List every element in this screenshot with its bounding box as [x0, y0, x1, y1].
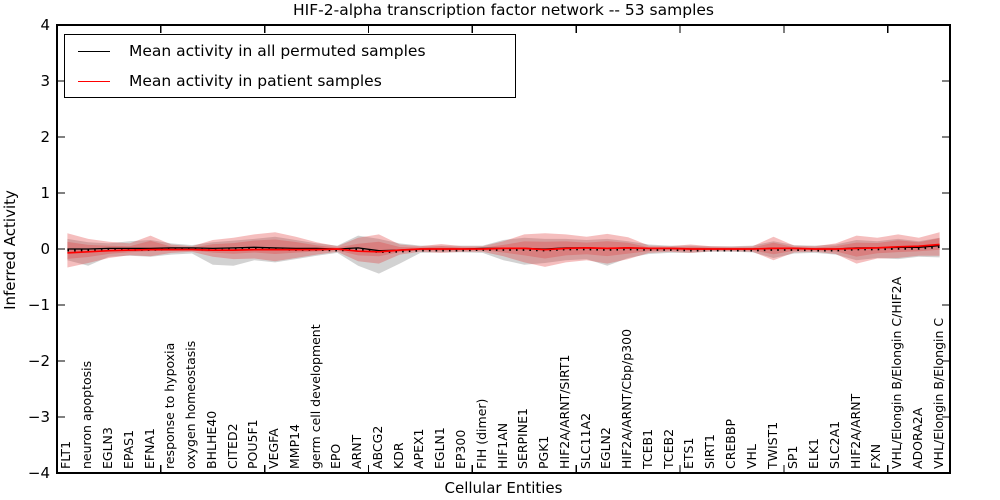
x-category-label: SP1	[785, 445, 801, 469]
x-category-label: EGLN1	[432, 427, 448, 469]
x-category-label: germ cell development	[307, 324, 323, 469]
y-tick-label: 2	[40, 128, 50, 146]
x-category-label: PGK1	[536, 435, 551, 469]
x-category-label: HIF2A/ARNT/SIRT1	[556, 354, 572, 469]
x-category-label: response to hypoxia	[162, 342, 178, 469]
x-category-label: neuron apoptosis	[79, 360, 95, 469]
x-category-label: SLC11A2	[577, 412, 593, 469]
x-category-label: FLT1	[58, 440, 74, 469]
x-category-label: HIF2A/ARNT	[847, 393, 863, 469]
y-tick-label: 3	[40, 72, 50, 90]
y-tick-label: −2	[27, 352, 50, 370]
x-category-label: BHLHE40	[203, 410, 219, 469]
x-category-label: CITED2	[224, 423, 240, 469]
x-category-label: VHL/Elongin B/Elongin C	[930, 317, 946, 469]
x-category-label: EGLN2	[598, 427, 614, 469]
permuted-mean-legend-line	[78, 50, 110, 52]
y-tick-label: −1	[27, 296, 50, 314]
y-tick-label: −3	[27, 408, 50, 426]
x-category-label: EGLN3	[99, 427, 115, 469]
legend: Mean activity in all permuted samples Me…	[64, 34, 516, 98]
x-category-label: MMP14	[286, 423, 302, 469]
y-tick-label: 1	[40, 184, 50, 202]
x-category-label: ABCG2	[369, 425, 385, 469]
permuted-band-shape	[67, 235, 940, 274]
legend-item-permuted: Mean activity in all permuted samples	[65, 36, 515, 66]
x-category-label: SIRT1	[702, 434, 718, 469]
x-category-label: APEX1	[411, 428, 427, 469]
x-category-label: EP300	[453, 429, 468, 469]
x-category-label: FIH (dimer)	[473, 398, 489, 469]
x-category-label: HIF1AN	[494, 422, 510, 469]
legend-label-patient: Mean activity in patient samples	[129, 72, 382, 90]
patient-mean-legend-line	[78, 80, 110, 82]
x-category-label: ELK1	[806, 437, 821, 469]
x-category-label: EPO	[328, 443, 344, 469]
x-category-label: TCEB1	[639, 428, 655, 469]
legend-label-permuted: Mean activity in all permuted samples	[129, 42, 426, 60]
x-category-label: SLC2A1	[826, 420, 842, 469]
chart-title: HIF-2-alpha transcription factor network…	[293, 1, 714, 19]
x-category-label: FXN	[868, 443, 884, 469]
y-tick-label: −4	[27, 464, 50, 482]
y-tick-label: 0	[40, 240, 50, 258]
x-category-label: VEGFA	[266, 428, 282, 469]
x-category-label: EPAS1	[120, 429, 136, 469]
x-category-label: ARNT	[349, 434, 365, 469]
x-category-label: ETS1	[681, 437, 697, 469]
x-category-label: HIF2A/ARNT/Cbp/p300	[619, 328, 635, 469]
patient-mean-line	[67, 243, 940, 254]
x-category-label: EFNA1	[141, 428, 157, 469]
x-category-label: VHL/Elongin B/Elongin C/HIF2A	[889, 276, 905, 469]
y-tick-label: 4	[40, 16, 50, 34]
x-category-label: oxygen homeostasis	[183, 340, 198, 469]
x-category-label: VHL	[743, 444, 759, 469]
x-category-label: CREBBP	[722, 419, 738, 469]
x-category-label: TWIST1	[764, 421, 780, 469]
plot-frame	[56, 24, 951, 474]
x-category-label: POU5F1	[245, 419, 261, 469]
x-axis-label: Cellular Entities	[444, 479, 563, 497]
x-category-label: ADORA2A	[909, 407, 925, 469]
permuted-mean-dotted-markers	[67, 246, 940, 254]
x-category-label: SERPINE1	[515, 408, 531, 469]
legend-item-patient: Mean activity in patient samples	[65, 66, 515, 96]
x-category-label: TCEB2	[660, 428, 676, 469]
x-category-label: KDR	[390, 442, 406, 469]
